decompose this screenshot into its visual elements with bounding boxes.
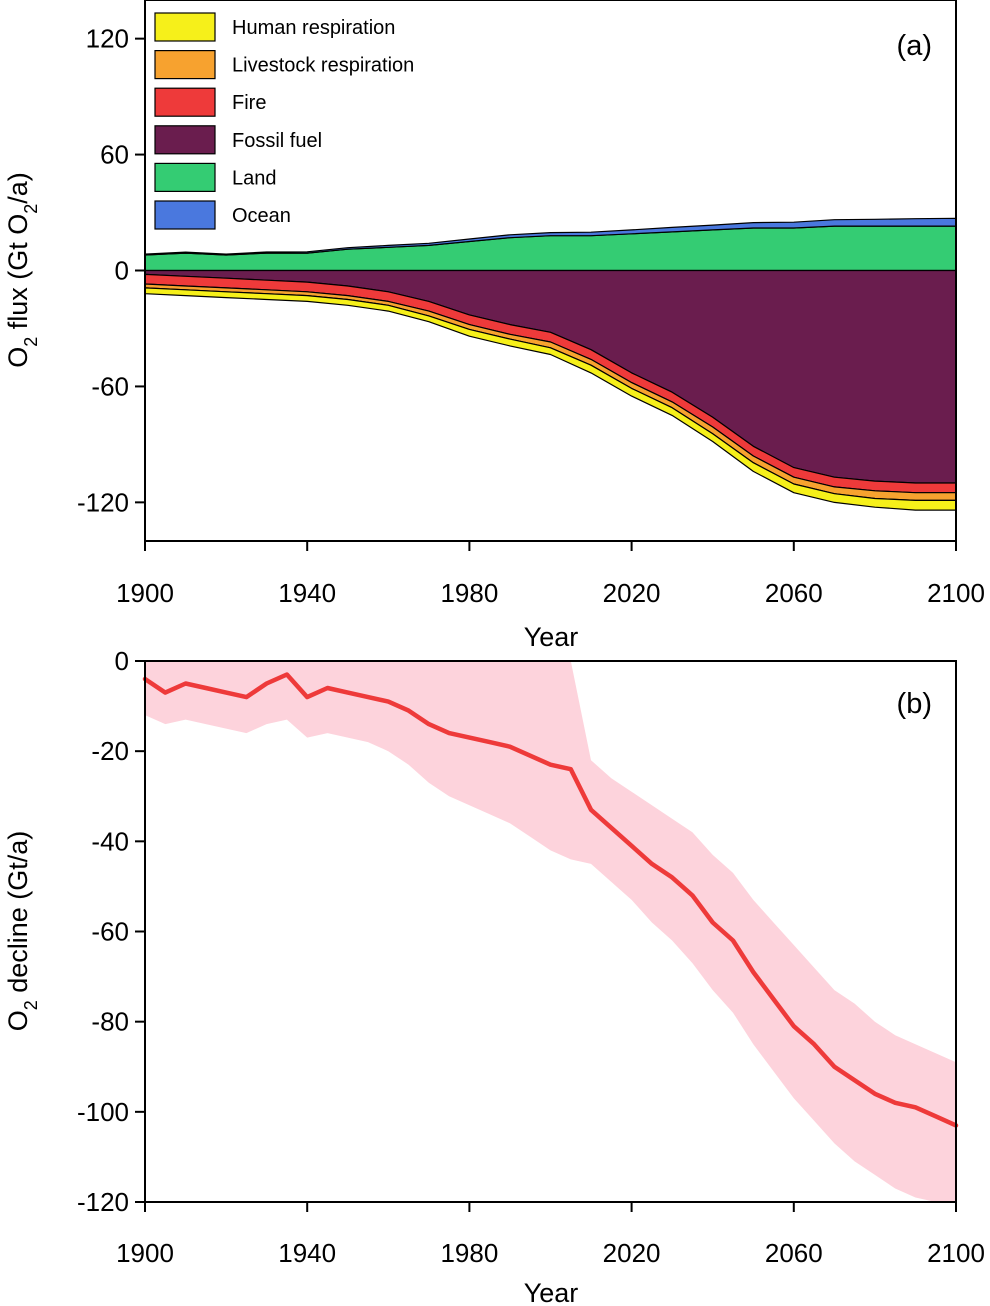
x-tick-label: 2020 — [603, 1238, 661, 1268]
legend-label-human-respiration: Human respiration — [232, 17, 395, 39]
y-tick-label: 0 — [115, 646, 129, 676]
panel-a-y-axis: 120 60 0 -60 -120 — [77, 24, 145, 517]
y-tick-label: -20 — [91, 736, 129, 766]
x-tick-label: 2060 — [765, 1238, 823, 1268]
legend-swatch-land — [154, 162, 216, 192]
x-tick-label: 1980 — [440, 1238, 498, 1268]
legend-label-land: Land — [232, 167, 277, 189]
legend-label-ocean: Ocean — [232, 205, 291, 227]
legend-swatch-livestock-respiration — [154, 49, 216, 80]
legend-swatch-ocean — [154, 200, 216, 230]
x-tick-label: 1940 — [278, 578, 336, 608]
x-tick-label: 2020 — [603, 578, 661, 608]
panel-a-data-areas — [144, 217, 957, 511]
y-tick-label: 0 — [115, 256, 129, 286]
panel-a-y-axis-title: O2 flux (Gt O2/a) — [3, 172, 41, 368]
x-tick-label: 2100 — [927, 1238, 985, 1268]
x-tick-label: 1900 — [116, 1238, 174, 1268]
legend-label-fire: Fire — [232, 92, 266, 114]
x-tick-label: 2100 — [927, 578, 985, 608]
panel-a-label: (a) — [897, 30, 932, 62]
panel-b-label: (b) — [897, 688, 932, 720]
legend-swatch-fossil-fuel — [154, 125, 216, 155]
x-tick-label: 1900 — [116, 578, 174, 608]
y-tick-label: 60 — [100, 140, 129, 170]
legend-label-livestock-respiration: Livestock respiration — [232, 55, 414, 77]
panel-b-data — [142, 661, 959, 1202]
x-tick-label: 1980 — [440, 578, 498, 608]
panel-a-x-axis-title: Year — [524, 622, 579, 652]
panel-a-x-axis: 1900 1940 1980 2020 2060 2100 — [116, 541, 985, 608]
panel-b-y-axis: 0 -20 -40 -60 -80 -100 -120 — [77, 646, 145, 1217]
y-tick-label: -60 — [91, 371, 129, 401]
legend-swatch-fire — [154, 87, 216, 117]
area-fossil-fuel — [144, 269, 957, 484]
panel-a: 1900 1940 1980 2020 2060 2100 120 60 0 -60 -120 H… — [3, 0, 985, 652]
panel-b-y-axis-title: O2 decline (Gt/a) — [3, 831, 41, 1032]
uncertainty-band — [145, 661, 956, 1202]
o2-decline-line — [142, 672, 959, 1128]
panel-a-legend: Human respiration Livestock respiration Fi… — [154, 12, 414, 230]
y-tick-label: -120 — [77, 1187, 129, 1217]
x-tick-label: 1940 — [278, 1238, 336, 1268]
panel-b-x-axis: 1900 1940 1980 2020 2060 2100 — [116, 1202, 985, 1268]
panel-b-x-axis-title: Year — [524, 1278, 579, 1306]
y-tick-label: -80 — [91, 1007, 129, 1037]
y-tick-label: -120 — [77, 487, 129, 517]
y-tick-label: 120 — [86, 24, 129, 54]
y-tick-label: -40 — [91, 826, 129, 856]
legend-swatch-human-respiration — [154, 12, 216, 42]
y-tick-label: -60 — [91, 917, 129, 947]
y-tick-label: -100 — [77, 1097, 129, 1127]
x-tick-label: 2060 — [765, 578, 823, 608]
legend-label-fossil-fuel: Fossil fuel — [232, 130, 322, 152]
panel-b: 1900 1940 1980 2020 2060 2100 0 -20 -40 -60 -80 -1… — [3, 646, 985, 1306]
